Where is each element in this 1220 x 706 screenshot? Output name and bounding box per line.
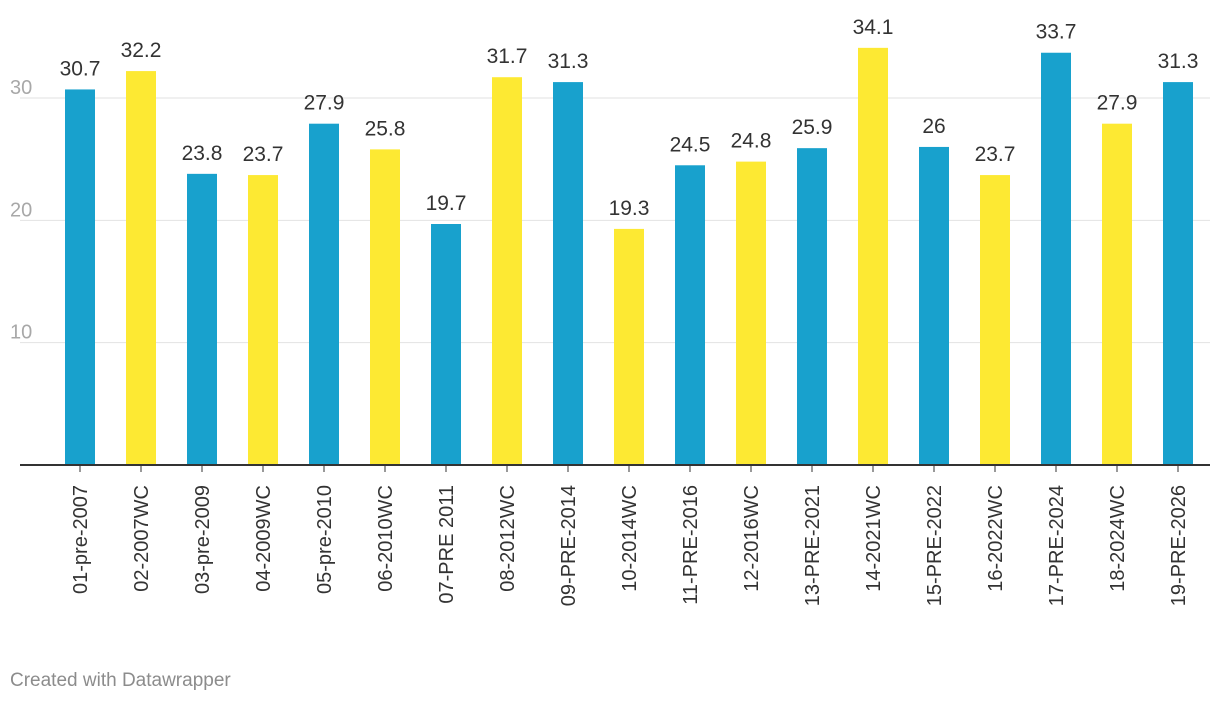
data-label: 34.1 [853,16,894,39]
bars [65,47,1193,466]
bar [675,165,705,466]
bar [736,161,766,465]
x-tick-label: 18-2024WC [1107,485,1129,592]
x-tick-label: 10-2014WC [619,485,641,592]
data-label: 31.7 [487,45,528,68]
bar [248,175,278,465]
data-label: 33.7 [1036,21,1077,44]
data-label: 27.9 [1097,92,1138,115]
x-tick-label: 06-2010WC [375,485,397,592]
x-tick-label: 19-PRE-2026 [1168,485,1190,606]
data-label: 30.7 [60,57,101,80]
x-tick-label: 14-2021WC [863,485,885,592]
data-label: 25.8 [365,117,406,140]
y-axis-ticks: 10 20 30 [10,77,32,344]
bar [187,173,217,465]
data-labels: 30.7 32.2 23.8 23.7 27.9 25.8 19.7 31.7 31.3 19.3… [60,16,1199,220]
data-label: 25.9 [792,116,833,139]
data-label: 26 [922,115,945,138]
bar [126,71,156,465]
data-label: 23.7 [975,143,1016,166]
bar [614,228,644,465]
data-label: 23.7 [243,143,284,166]
x-tick-label: 12-2016WC [741,485,763,592]
data-label: 27.9 [304,92,345,115]
data-label: 19.7 [426,192,467,215]
x-tick-label: 17-PRE-2024 [1046,485,1068,606]
bar [858,47,888,466]
bar [797,148,827,465]
x-tick-label: 03-pre-2009 [192,485,214,594]
data-label: 31.3 [548,50,589,73]
bar [309,123,339,465]
datawrapper-credit[interactable]: Created with Datawrapper [10,670,231,691]
bar [1102,123,1132,465]
bar [370,149,400,465]
data-label: 24.5 [670,133,711,156]
y-tick-label: 20 [10,199,32,221]
x-tick-label: 01-pre-2007 [70,485,92,594]
data-label: 32.2 [121,39,162,62]
bar [553,82,583,465]
x-tick-label: 07-PRE 2011 [436,485,458,604]
x-tick-label: 15-PRE-2022 [924,485,946,606]
x-tick-label: 08-2012WC [497,485,519,592]
x-tick-label: 05-pre-2010 [314,485,336,594]
data-label: 31.3 [1158,50,1199,73]
x-tick-label: 04-2009WC [253,485,275,592]
bar [1163,82,1193,465]
bar [980,175,1010,465]
bar [492,77,522,465]
x-tick-label: 02-2007WC [131,485,153,592]
y-tick-label: 10 [10,322,32,344]
x-tick-label: 11-PRE-2016 [680,485,702,605]
x-tick-label: 13-PRE-2021 [802,485,824,606]
bar [1041,52,1071,466]
x-axis-ticks: 01-pre-2007 02-2007WC 03-pre-2009 04-2009WC… [70,465,1190,606]
bar [431,224,461,465]
bar [65,89,95,465]
data-label: 24.8 [731,130,772,153]
data-label: 19.3 [609,197,650,220]
y-tick-label: 30 [10,77,32,99]
x-tick-label: 09-PRE-2014 [558,485,580,606]
bar [919,146,949,465]
x-tick-label: 16-2022WC [985,485,1007,592]
data-label: 23.8 [182,142,223,165]
